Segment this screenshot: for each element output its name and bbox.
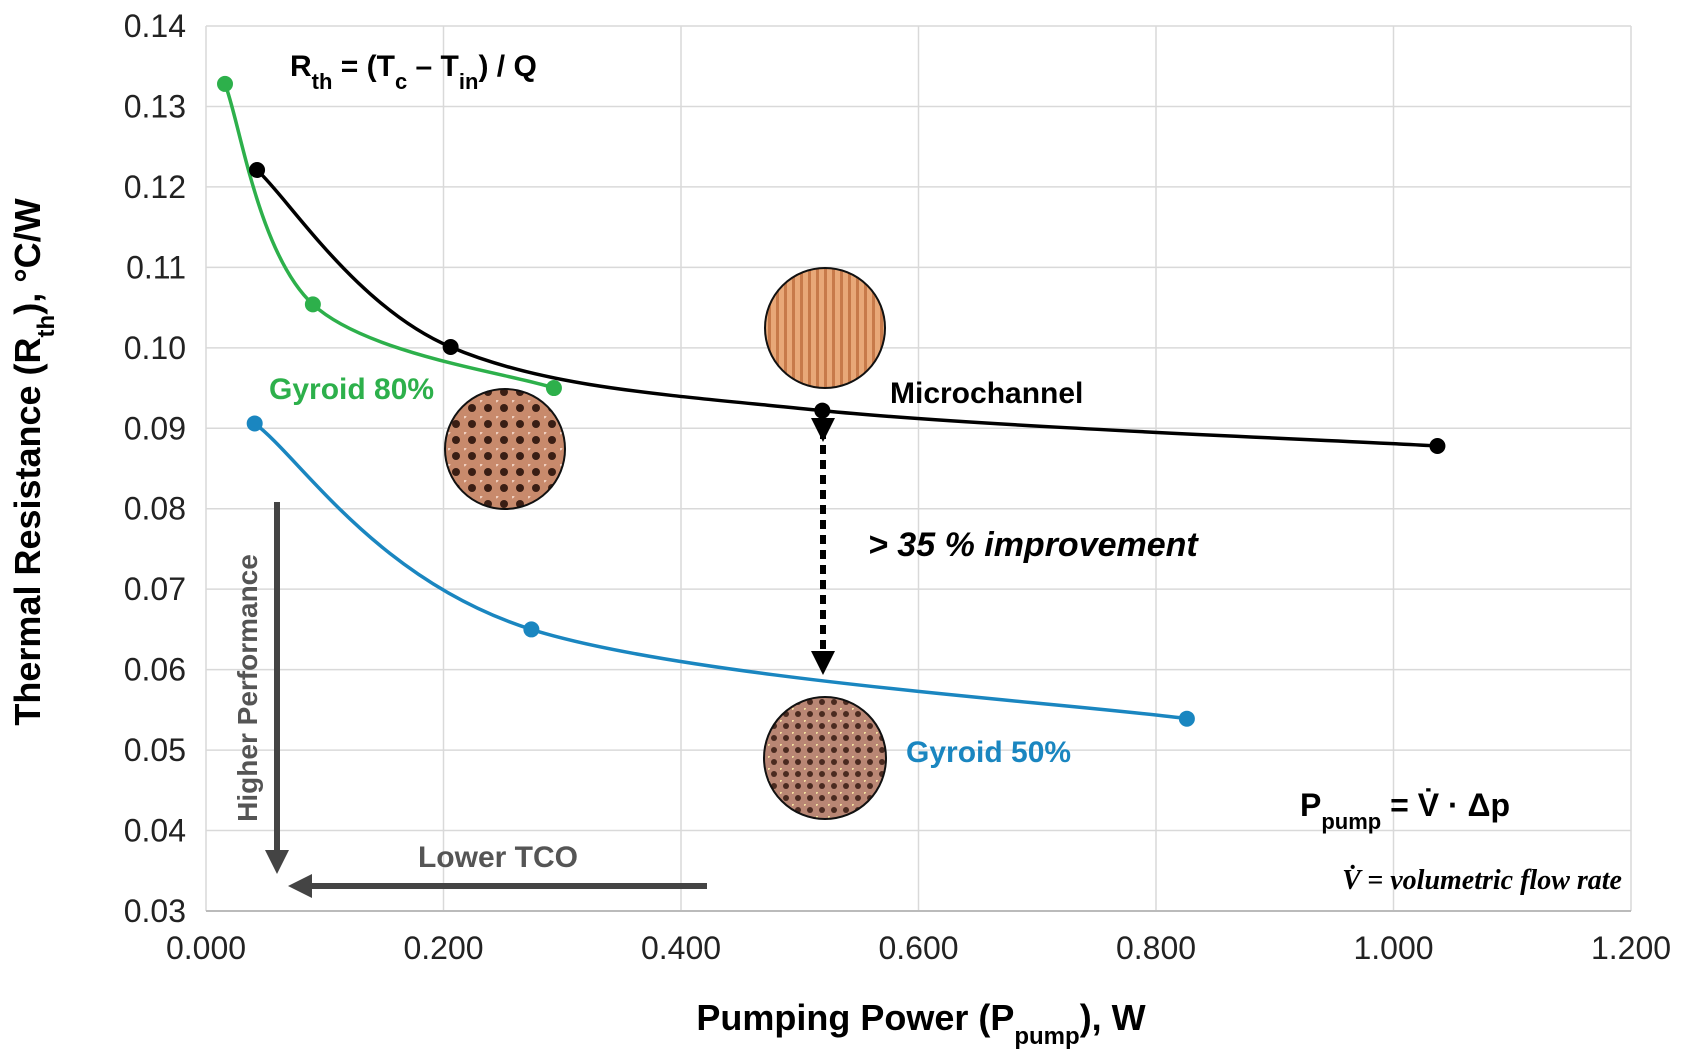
text-part: = (T [332, 50, 395, 83]
text-part: P [1300, 787, 1321, 823]
data-point [545, 380, 562, 397]
plot [217, 75, 1446, 727]
y-tick-label: 0.09 [124, 410, 186, 446]
data-point [246, 415, 263, 432]
microchannel-image [764, 267, 886, 389]
higher-performance-label: Higher Performance [232, 554, 263, 822]
subscript: pump [1321, 809, 1381, 834]
x-tick-label: 0.600 [878, 930, 958, 966]
series-label: Gyroid 80% [269, 373, 434, 406]
text-part: ) / Q [478, 50, 536, 83]
y-tick-label: 0.06 [124, 652, 186, 688]
y-tick-label: 0.08 [124, 491, 186, 527]
text-part: Pumping Power (P [696, 997, 1014, 1038]
gyroid-80-image [444, 388, 566, 510]
x-tick-label: 1.200 [1591, 930, 1671, 966]
grid: 0.03 0.04 0.05 0.06 0.07 0.08 0.09 0.10 0.11 0.12… [124, 8, 1671, 966]
x-axis-title: Pumping Power (Ppump), W [696, 997, 1145, 1050]
y-tick-label: 0.12 [124, 169, 186, 205]
subscript: c [395, 69, 407, 94]
data-point [814, 402, 831, 419]
series-line [223, 83, 555, 390]
y-tick-label: 0.10 [124, 330, 186, 366]
text-part: – T [407, 50, 459, 83]
subscript: th [312, 69, 333, 94]
data-point [1429, 437, 1446, 454]
series-line [253, 422, 1188, 721]
text-part: Thermal Resistance (R [7, 337, 48, 725]
data-point [304, 296, 321, 313]
y-tick-label: 0.05 [124, 732, 186, 768]
data-point [442, 339, 459, 356]
gyroid-50-image [763, 696, 887, 820]
lower-tco-label: Lower TCO [418, 841, 578, 874]
y-tick-label: 0.14 [124, 8, 186, 44]
data-point [217, 75, 233, 92]
x-tick-label: 0.800 [1116, 930, 1196, 966]
y-tick-label: 0.11 [126, 249, 186, 285]
x-tick-label: 0.200 [403, 930, 483, 966]
formula-pump: Ppump = V̇ · Δp [1300, 787, 1510, 834]
x-tick-label: 0.400 [641, 930, 721, 966]
series-line [255, 168, 1438, 448]
subscript: in [459, 69, 479, 94]
text-part: R [290, 50, 312, 83]
text-part: ), °C/W [7, 198, 48, 314]
subscript: th [33, 315, 60, 338]
y-axis-title: Thermal Resistance (Rth), °C/W [7, 198, 60, 725]
x-tick-label: 0.000 [166, 930, 246, 966]
series-label: Microchannel [890, 377, 1083, 410]
data-point [249, 162, 266, 179]
subscript: pump [1014, 1023, 1079, 1050]
y-tick-label: 0.04 [124, 813, 186, 849]
improvement-label: > 35 % improvement [868, 526, 1199, 564]
text-part: = V̇ · Δp [1381, 787, 1510, 823]
formula-rth: Rth = (Tc – Tin) / Q [290, 50, 537, 94]
flow-note: V̇ = volumetric flow rate [1342, 865, 1622, 896]
series-label: Gyroid 50% [906, 736, 1071, 769]
data-point [523, 621, 540, 638]
y-tick-label: 0.07 [124, 571, 186, 607]
text-part: ), W [1080, 997, 1146, 1038]
y-tick-label: 0.03 [124, 893, 186, 929]
data-point [1178, 710, 1195, 727]
y-tick-label: 0.13 [124, 88, 186, 124]
x-tick-label: 1.000 [1353, 930, 1433, 966]
